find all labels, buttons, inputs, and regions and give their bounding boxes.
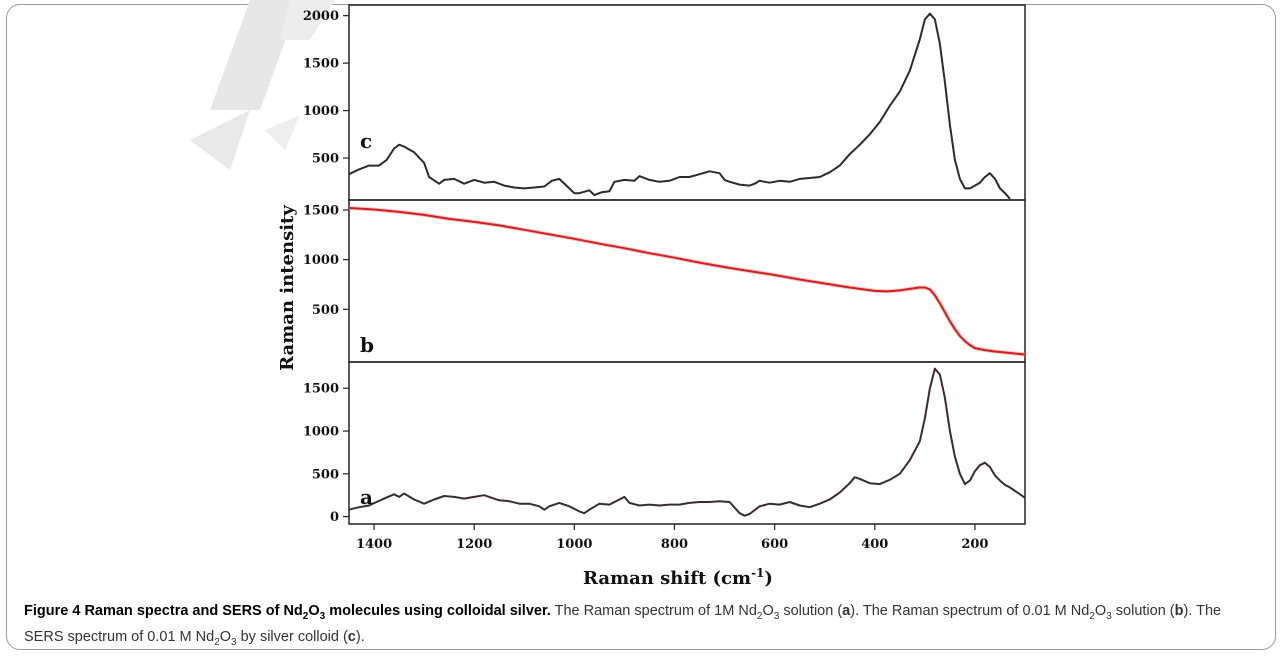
panel-frame-c [348,4,1026,201]
y-tick-label-a-1500: 1500 [303,382,339,397]
y-tick-label-c-2000: 2000 [303,9,339,24]
figure-frame [6,4,1276,650]
x-tick-label-1200: 1200 [456,537,492,552]
panel-frame-b [348,199,1026,363]
series-line-c [348,12,1011,200]
y-tick-label-b-500: 500 [312,303,339,318]
x-tick-label-1400: 1400 [356,537,392,552]
y-tick-label-b-1000: 1000 [303,253,339,268]
y-tick-label-a-0: 0 [330,510,339,525]
y-tick-label-c-500: 500 [312,152,339,167]
x-tick-label-800: 800 [661,537,688,552]
y-tick-label-a-500: 500 [312,467,339,482]
series-label-b: b [360,333,374,357]
x-tick-label-600: 600 [761,537,788,552]
series-line-b [348,207,1026,356]
watermark-graphic [190,0,335,170]
y-tick-label-c-1000: 1000 [303,104,339,119]
x-tick-label-1000: 1000 [556,537,592,552]
caption-title: Figure 4 Raman spectra and SERS of Nd2O3… [24,603,551,622]
series-glow-b [348,206,1026,357]
y-tick-label-b-1500: 1500 [303,203,339,218]
x-tick-label-400: 400 [861,537,888,552]
caption-text: The Raman spectrum of 1M Nd2O3 solution … [24,603,1222,648]
raman-chart: Raman intensity Raman shift (cm-1) 500 10… [277,4,1026,589]
figure-caption: Figure 4 Raman spectra and SERS of Nd2O3… [24,601,1260,653]
y-tick-label-a-1000: 1000 [303,425,339,440]
y-axis-title: Raman intensity [277,205,298,371]
x-tick-label-200: 200 [961,537,988,552]
series-line-a [348,367,1026,517]
series-label-a: a [360,485,373,509]
series-label-c: c [360,129,372,153]
x-axis-title: Raman shift (cm-1) [583,566,773,589]
panel-frame-a [348,361,1026,525]
y-tick-label-c-1500: 1500 [303,57,339,72]
